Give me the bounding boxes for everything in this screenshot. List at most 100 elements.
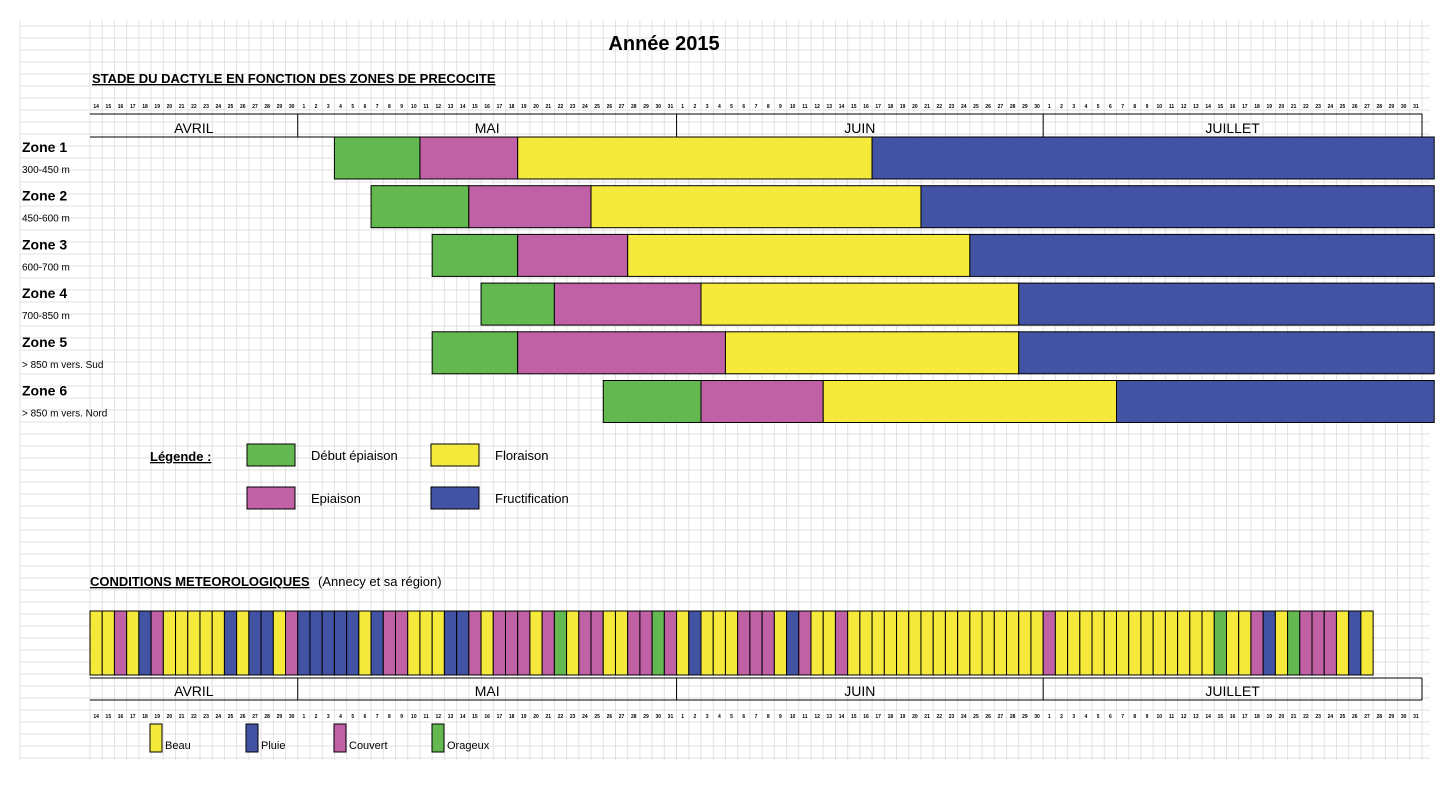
day-tick: 6 bbox=[1109, 714, 1112, 720]
day-tick: 3 bbox=[706, 104, 709, 110]
weather-legend-swatch bbox=[245, 723, 259, 753]
weather-day-bar bbox=[761, 610, 775, 676]
day-tick: 18 bbox=[142, 714, 148, 720]
gantt-bar-debut bbox=[431, 233, 519, 277]
gantt-bar-fructification bbox=[1018, 331, 1435, 375]
day-tick: 22 bbox=[558, 714, 564, 720]
weather-section-title: CONDITIONS METEOROLOGIQUES (Annecy et sa… bbox=[90, 574, 442, 589]
day-tick: 20 bbox=[167, 714, 173, 720]
weather-day-bar bbox=[126, 610, 140, 676]
day-tick: 27 bbox=[252, 714, 258, 720]
day-tick: 2 bbox=[315, 714, 318, 720]
day-tick: 8 bbox=[767, 104, 770, 110]
weather-day-bar bbox=[1030, 610, 1044, 676]
weather-day-bar bbox=[602, 610, 616, 676]
weather-day-bar bbox=[810, 610, 824, 676]
day-tick: 10 bbox=[790, 714, 796, 720]
weather-day-bar bbox=[590, 610, 604, 676]
weather-day-bar bbox=[309, 610, 323, 676]
day-tick: 30 bbox=[1401, 104, 1407, 110]
weather-day-bar bbox=[101, 610, 115, 676]
day-tick: 22 bbox=[937, 104, 943, 110]
weather-day-bar bbox=[1274, 610, 1289, 676]
weather-day-bar bbox=[847, 610, 861, 676]
weather-day-bar bbox=[150, 610, 164, 676]
zone-name: Zone 4 bbox=[22, 285, 67, 301]
weather-day-bar bbox=[211, 610, 225, 676]
day-tick: 5 bbox=[351, 714, 354, 720]
day-tick: 10 bbox=[411, 104, 417, 110]
weather-day-bar bbox=[89, 610, 103, 676]
day-tick: 11 bbox=[1169, 714, 1175, 720]
weather-day-bar bbox=[504, 610, 519, 676]
weather-day-bar bbox=[1177, 610, 1191, 676]
day-tick: 24 bbox=[1328, 104, 1334, 110]
weather-day-bar bbox=[321, 610, 335, 676]
weather-day-bar bbox=[1164, 610, 1179, 676]
weather-day-bar bbox=[957, 610, 971, 676]
weather-subtitle: (Annecy et sa région) bbox=[318, 574, 442, 589]
day-tick: 26 bbox=[607, 104, 613, 110]
weather-day-bar bbox=[236, 610, 250, 676]
chart-title: Année 2015 bbox=[608, 33, 719, 55]
gantt-bar-epiaison bbox=[468, 185, 592, 229]
day-tick: 15 bbox=[106, 104, 112, 110]
day-tick: 8 bbox=[388, 714, 391, 720]
day-tick: 6 bbox=[742, 104, 745, 110]
bottom-day-ticks: 14 15 16 17 18 19 20 21 22 23 24 25 26 27 28 29 30 1 2 3 4 5 6… bbox=[93, 714, 1419, 720]
day-tick: 12 bbox=[814, 714, 820, 720]
weather-day-bar bbox=[712, 610, 726, 676]
weather-day-bar bbox=[370, 610, 384, 676]
day-tick: 11 bbox=[423, 104, 429, 110]
day-tick: 15 bbox=[851, 104, 857, 110]
day-tick: 11 bbox=[423, 714, 429, 720]
day-tick: 30 bbox=[655, 714, 661, 720]
day-tick: 17 bbox=[875, 104, 881, 110]
day-tick: 31 bbox=[668, 714, 674, 720]
day-tick: 14 bbox=[93, 104, 99, 110]
weather-day-bar bbox=[627, 610, 641, 676]
day-tick: 24 bbox=[1328, 714, 1334, 720]
day-tick: 17 bbox=[497, 714, 503, 720]
day-tick: 3 bbox=[1072, 714, 1075, 720]
weather-day-bar bbox=[1287, 610, 1301, 676]
weather-day-bar bbox=[223, 610, 238, 676]
weather-day-bar bbox=[822, 610, 836, 676]
weather-day-bar bbox=[1091, 610, 1105, 676]
day-tick: 13 bbox=[827, 714, 833, 720]
day-tick: 25 bbox=[1340, 104, 1346, 110]
day-tick: 15 bbox=[1218, 104, 1224, 110]
gantt-bar-floraison bbox=[517, 136, 873, 180]
weather-day-bar bbox=[162, 610, 177, 676]
day-tick: 15 bbox=[851, 714, 857, 720]
day-tick: 24 bbox=[582, 104, 588, 110]
month-label: JUIN bbox=[844, 120, 875, 136]
gantt-bar-fructification bbox=[920, 185, 1435, 229]
day-tick: 15 bbox=[106, 714, 112, 720]
day-tick: 6 bbox=[364, 104, 367, 110]
day-tick: 19 bbox=[1266, 104, 1272, 110]
day-tick: 11 bbox=[802, 104, 808, 110]
day-tick: 11 bbox=[802, 714, 808, 720]
day-tick: 19 bbox=[900, 104, 906, 110]
day-tick: 27 bbox=[619, 104, 625, 110]
day-tick: 3 bbox=[327, 104, 330, 110]
day-tick: 22 bbox=[937, 714, 943, 720]
top-day-ticks: 14 15 16 17 18 19 20 21 22 23 24 25 26 27 28 29 30 1 2 3 4 5 6… bbox=[93, 104, 1419, 110]
day-tick: 24 bbox=[961, 104, 967, 110]
weather-day-bar bbox=[113, 610, 128, 676]
gantt-bar-floraison bbox=[724, 331, 1020, 375]
day-tick: 29 bbox=[643, 714, 649, 720]
weather-day-bar bbox=[1201, 610, 1215, 676]
weather-day-bar bbox=[248, 610, 262, 676]
weather-day-bar bbox=[285, 610, 299, 676]
weather-day-bar bbox=[944, 610, 959, 676]
weather-legend-swatch bbox=[149, 723, 163, 753]
weather-day-bar bbox=[993, 610, 1008, 676]
weather-legend-label: Couvert bbox=[349, 740, 388, 752]
day-tick: 25 bbox=[1340, 714, 1346, 720]
weather-day-bar bbox=[297, 610, 311, 676]
weather-day-bar bbox=[358, 610, 372, 676]
day-tick: 28 bbox=[1376, 104, 1382, 110]
day-tick: 5 bbox=[1097, 104, 1100, 110]
